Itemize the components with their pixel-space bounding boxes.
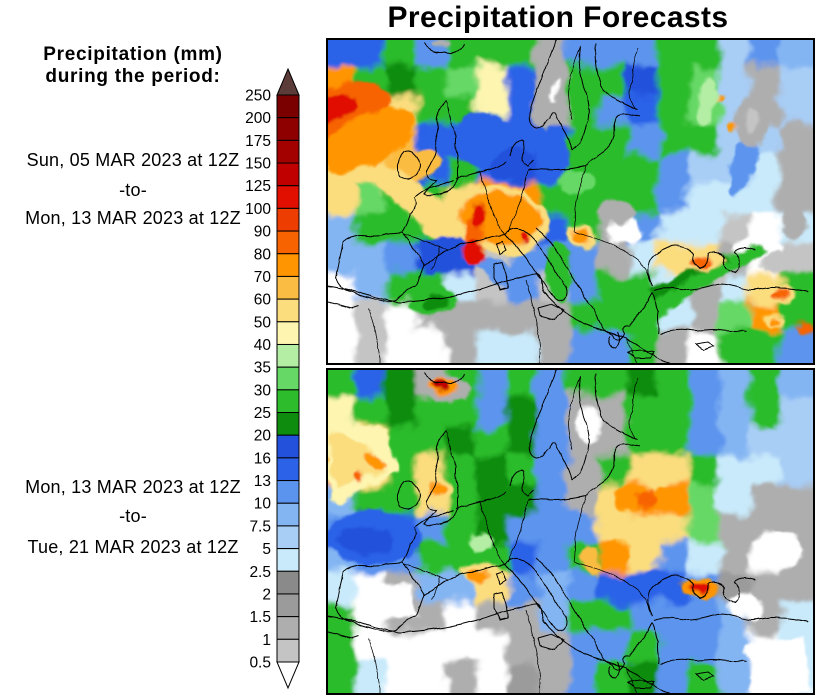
svg-text:100: 100 — [245, 201, 271, 218]
svg-text:80: 80 — [254, 246, 272, 263]
svg-text:90: 90 — [254, 224, 272, 241]
svg-text:175: 175 — [245, 133, 271, 150]
svg-text:40: 40 — [254, 337, 272, 354]
svg-text:35: 35 — [254, 360, 271, 377]
svg-text:0.5: 0.5 — [249, 655, 271, 672]
svg-text:5: 5 — [262, 541, 271, 558]
svg-text:250: 250 — [245, 88, 271, 105]
svg-text:25: 25 — [254, 405, 271, 422]
svg-text:50: 50 — [254, 314, 272, 331]
svg-text:13: 13 — [254, 473, 271, 490]
svg-text:16: 16 — [254, 450, 271, 467]
svg-text:2.5: 2.5 — [249, 564, 271, 581]
svg-text:7.5: 7.5 — [249, 518, 271, 535]
svg-text:2: 2 — [262, 586, 271, 603]
svg-text:125: 125 — [245, 178, 271, 195]
svg-text:1: 1 — [262, 632, 271, 649]
svg-text:70: 70 — [254, 269, 272, 286]
svg-text:10: 10 — [254, 496, 272, 513]
svg-text:150: 150 — [245, 156, 271, 173]
svg-text:20: 20 — [254, 428, 272, 445]
svg-text:200: 200 — [245, 110, 271, 127]
svg-text:60: 60 — [254, 292, 272, 309]
svg-text:1.5: 1.5 — [249, 609, 271, 626]
svg-text:30: 30 — [254, 382, 272, 399]
